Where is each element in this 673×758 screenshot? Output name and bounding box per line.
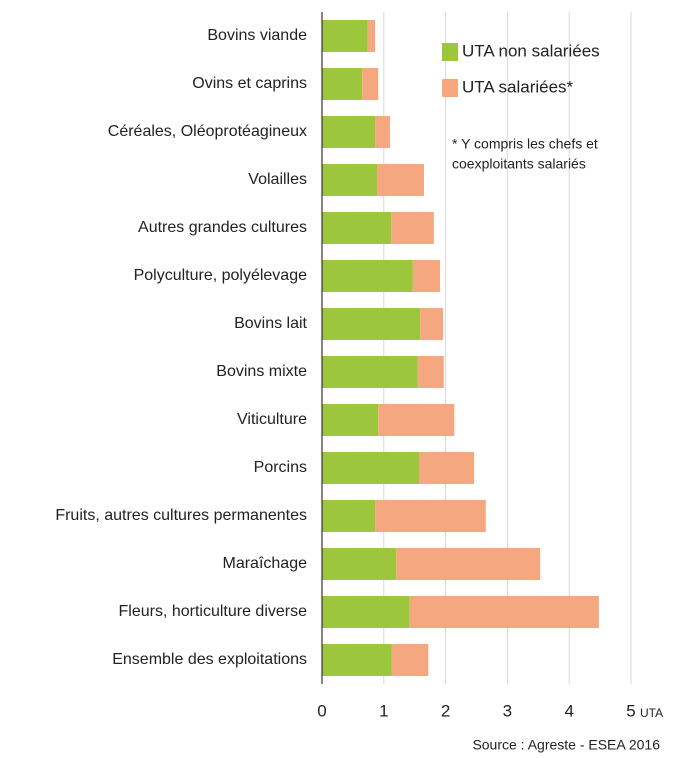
source: Source : Agreste - ESEA 2016 [472,737,660,753]
legend-swatch [442,79,458,97]
y-tick-label: Viticulture [237,411,307,428]
bar-segment [409,596,599,628]
y-tick-label: Porcins [254,459,307,476]
bar-segment [378,404,455,436]
bar-segment [391,212,434,244]
y-tick-label: Ensemble des exploitations [112,651,307,668]
y-tick-label: Maraîchage [223,555,308,572]
bar-segment [375,116,390,148]
x-tick-label: 2 [441,701,450,720]
y-tick-label: Volailles [248,171,307,188]
y-tick-label: Polyculture, polyélevage [134,267,308,284]
bar-segment [322,548,397,580]
x-tick-label: 5 [626,701,635,720]
x-tick-label: 1 [379,701,388,720]
bar-segment [375,500,486,532]
bar-segment [322,308,421,340]
bar-segment [322,260,413,292]
x-tick-label: 3 [503,701,512,720]
bar-segment [419,452,475,484]
annotation: * Y compris les chefs et [452,136,598,152]
bar-segment [322,212,392,244]
bar-segment [377,164,424,196]
x-axis-label: UTA [640,706,663,720]
bar-segment [322,404,379,436]
bar-segment [367,20,376,52]
y-tick-label: Fleurs, horticulture diverse [118,603,307,620]
bar-segment [322,356,418,388]
legend-label: UTA non salariées [462,41,600,60]
bar-segment [322,20,368,52]
y-tick-label: Bovins mixte [216,363,307,380]
y-tick-label: Fruits, autres cultures permanentes [55,507,307,524]
bar-segment [362,68,379,100]
y-tick-label: Bovins lait [234,315,307,332]
bar-segment [322,452,420,484]
bar-segment [412,260,441,292]
x-tick-label: 4 [564,701,573,720]
y-tick-label: Ovins et caprins [192,75,307,92]
bar-segment [420,308,444,340]
bar-segment [322,116,376,148]
y-tick-label: Bovins viande [207,27,307,44]
bar-segment [322,68,363,100]
x-tick-label: 0 [317,701,326,720]
bar-segment [322,500,376,532]
bar-segment [391,644,429,676]
bar-segment [322,596,410,628]
bar-segment [417,356,444,388]
annotation: coexploitants salariés [452,156,586,172]
legend-label: UTA salariées* [462,77,574,96]
bar-segment [322,164,378,196]
bar-segment [322,644,392,676]
bar-segment [396,548,541,580]
y-tick-label: Autres grandes cultures [138,219,307,236]
y-tick-label: Céréales, Oléoprotéagineux [108,123,307,140]
legend-swatch [442,43,458,61]
